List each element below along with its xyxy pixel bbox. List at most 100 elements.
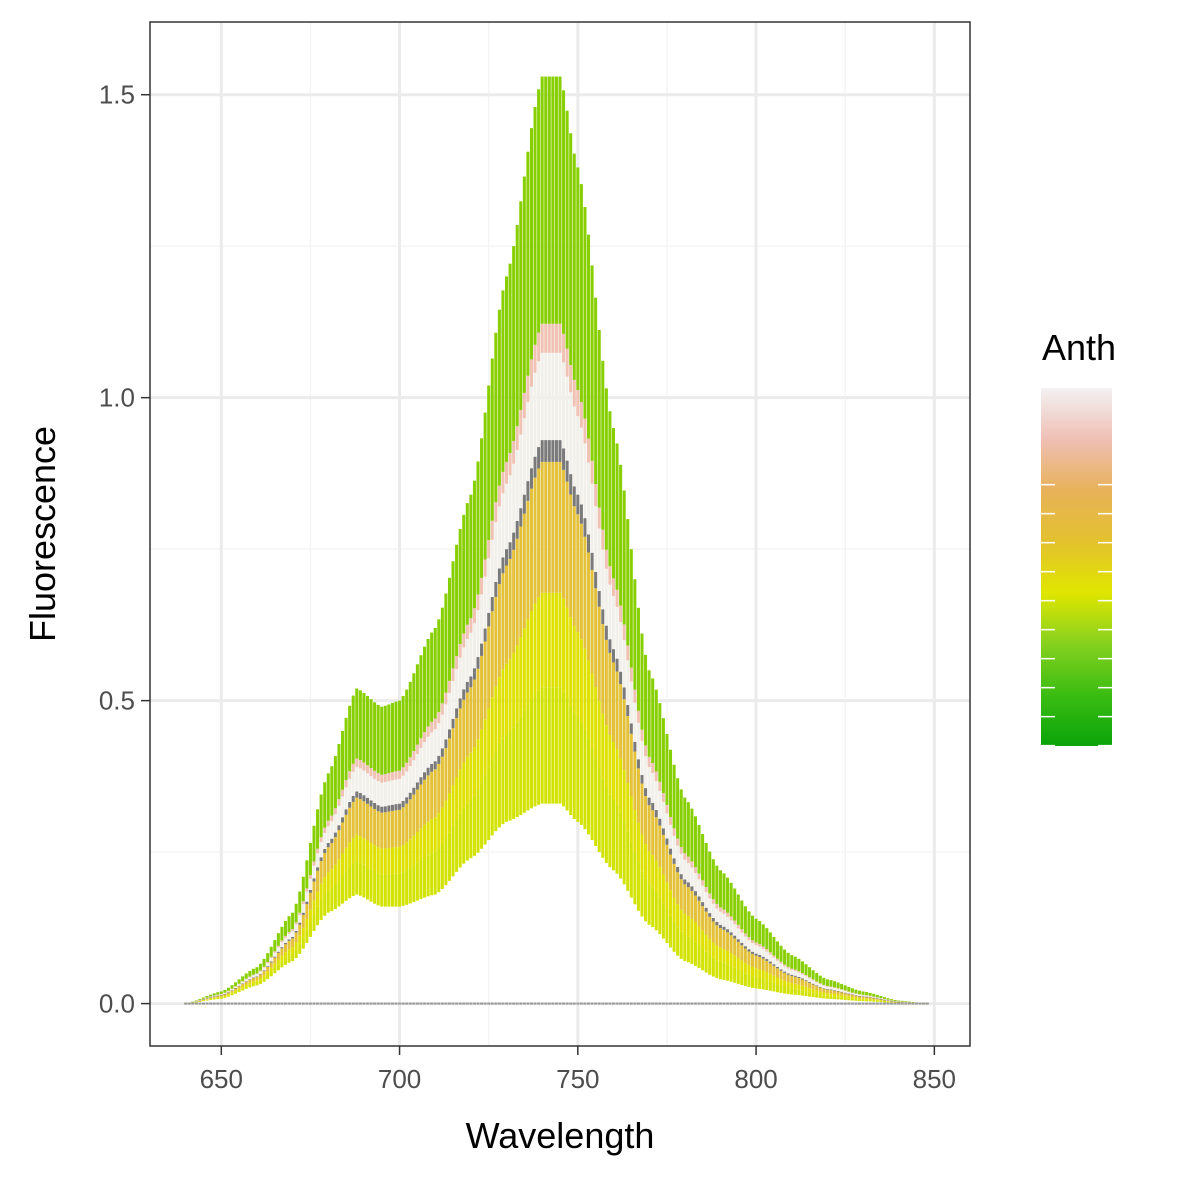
spectrum-baseline-mark: [447, 1002, 451, 1005]
spectrum-bar-band-6: [515, 224, 519, 427]
spectrum-baseline-mark: [572, 1002, 576, 1005]
spectrum-bar-band-5: [868, 995, 872, 997]
spectrum-bar-band-2: [369, 806, 373, 843]
spectrum-baseline-mark: [608, 1002, 612, 1005]
spectrum-bar-band-1: [751, 966, 755, 977]
spectrum-bar-band-4: [330, 821, 334, 839]
spectrum-bar-band-3: [201, 999, 205, 1000]
spectrum-bar-band-4: [312, 865, 316, 879]
spectrum-bar-band-5: [644, 745, 648, 757]
spectrum-bar-band-0: [608, 794, 612, 868]
spectrum-bar-band-2: [408, 799, 412, 840]
spectrum-bar-band-3: [415, 782, 419, 790]
spectrum-bar-band-6: [644, 654, 648, 746]
spectrum-bar-band-6: [544, 76, 548, 324]
spectrum-bar-band-2: [640, 783, 644, 835]
spectrum-baseline-mark: [847, 1002, 851, 1005]
spectrum-bar-band-1: [241, 986, 245, 989]
spectrum-bar-band-5: [201, 998, 205, 1000]
spectrum-bar-band-0: [219, 997, 223, 999]
spectrum-bar-band-2: [654, 817, 658, 861]
spectrum-bar-band-4: [212, 995, 216, 997]
spectrum-baseline-mark: [911, 1002, 915, 1005]
spectrum-bar-band-1: [793, 983, 797, 989]
spectrum-baseline-mark: [779, 1002, 783, 1005]
spectrum-baseline-mark: [294, 1002, 298, 1005]
spectrum-bar-band-1: [219, 996, 223, 998]
spectrum-bar-band-2: [465, 692, 469, 757]
spectrum-baseline-mark: [401, 1002, 405, 1005]
spectrum-baseline-mark: [644, 1002, 648, 1005]
spectrum-bar-band-2: [373, 809, 377, 846]
spectrum-bar-band-1: [526, 619, 530, 706]
spectrum-bar-band-3: [209, 997, 213, 998]
spectrum-bar-band-3: [487, 612, 491, 627]
spectrum-bar-band-6: [654, 689, 658, 772]
spectrum-baseline-mark: [394, 1002, 398, 1005]
spectrum-baseline-mark: [865, 1002, 869, 1005]
spectrum-bar-band-1: [483, 719, 487, 776]
spectrum-bar-band-3: [451, 718, 455, 729]
spectrum-bar-band-3: [480, 643, 484, 656]
spectrum-baseline-mark: [811, 1002, 815, 1005]
spectrum-bar-band-3: [529, 468, 533, 489]
spectrum-bar-band-5: [594, 484, 598, 507]
spectrum-bar-band-2: [405, 803, 409, 843]
spectrum-bar-band-2: [305, 904, 309, 919]
spectrum-bar-band-2: [351, 801, 355, 838]
spectrum-bar-band-2: [508, 558, 512, 660]
spectrum-bar-band-2: [693, 895, 697, 923]
spectrum-baseline-mark: [897, 1002, 901, 1005]
spectrum-bar-band-5: [815, 981, 819, 983]
spectrum-bar-band-0: [882, 1001, 886, 1003]
spectrum-bar-band-3: [579, 504, 583, 524]
spectrum-bar-band-0: [890, 1002, 894, 1003]
spectrum-bar-band-4: [594, 506, 598, 572]
spectrum-bar-band-6: [248, 970, 252, 977]
spectrum-baseline-mark: [558, 1002, 562, 1005]
spectrum-bar-band-1: [601, 713, 605, 779]
spectrum-bar-band-3: [665, 838, 669, 845]
spectrum-baseline-mark: [348, 1002, 352, 1005]
spectrum-bar-band-5: [669, 816, 673, 825]
spectrum-bar-band-4: [761, 949, 765, 957]
spectrum-bar-band-6: [715, 865, 719, 904]
spectrum-baseline-mark: [747, 1002, 751, 1005]
spectrum-bar-band-4: [879, 998, 883, 1000]
spectrum-bar-band-5: [469, 618, 473, 633]
spectrum-bar-band-3: [373, 802, 377, 810]
spectrum-baseline-mark: [882, 1002, 886, 1005]
x-tick-label: 800: [734, 1064, 777, 1094]
spectrum-baseline-mark: [497, 1002, 501, 1005]
spectrum-bar-band-0: [562, 691, 566, 807]
spectrum-baseline-mark: [658, 1002, 662, 1005]
spectrum-bar-band-2: [740, 945, 744, 961]
spectrum-bar-band-2: [529, 488, 533, 612]
spectrum-bar-band-4: [633, 702, 637, 742]
spectrum-bar-band-4: [587, 462, 591, 535]
spectrum-baseline-mark: [569, 1002, 573, 1005]
spectrum-bar-band-1: [444, 800, 448, 839]
spectrum-bar-band-4: [522, 418, 526, 495]
spectrum-bar-band-6: [373, 702, 377, 771]
spectrum-bar-band-3: [212, 996, 216, 997]
spectrum-baseline-mark: [369, 1002, 373, 1005]
spectrum-bar-band-2: [857, 996, 861, 999]
spectrum-baseline-mark: [786, 1002, 790, 1005]
spectrum-bar-band-2: [244, 981, 248, 985]
spectrum-baseline-mark: [654, 1002, 658, 1005]
spectrum-bar-band-5: [847, 991, 851, 993]
spectrum-bar-band-4: [512, 463, 516, 533]
spectrum-bar-band-5: [722, 909, 726, 914]
spectrum-bar-band-5: [554, 323, 558, 353]
spectrum-bar-band-0: [665, 909, 669, 943]
spectrum-bar-band-5: [818, 983, 822, 985]
spectrum-bar-band-1: [383, 848, 387, 875]
spectrum-bar-band-2: [519, 526, 523, 638]
spectrum-bar-band-5: [401, 767, 405, 776]
spectrum-bar-band-3: [433, 761, 437, 770]
spectrum-baseline-mark: [490, 1002, 494, 1005]
spectrum-bar-band-1: [376, 847, 380, 874]
spectrum-bar-band-0: [230, 993, 234, 996]
spectrum-bar-band-1: [701, 930, 705, 949]
